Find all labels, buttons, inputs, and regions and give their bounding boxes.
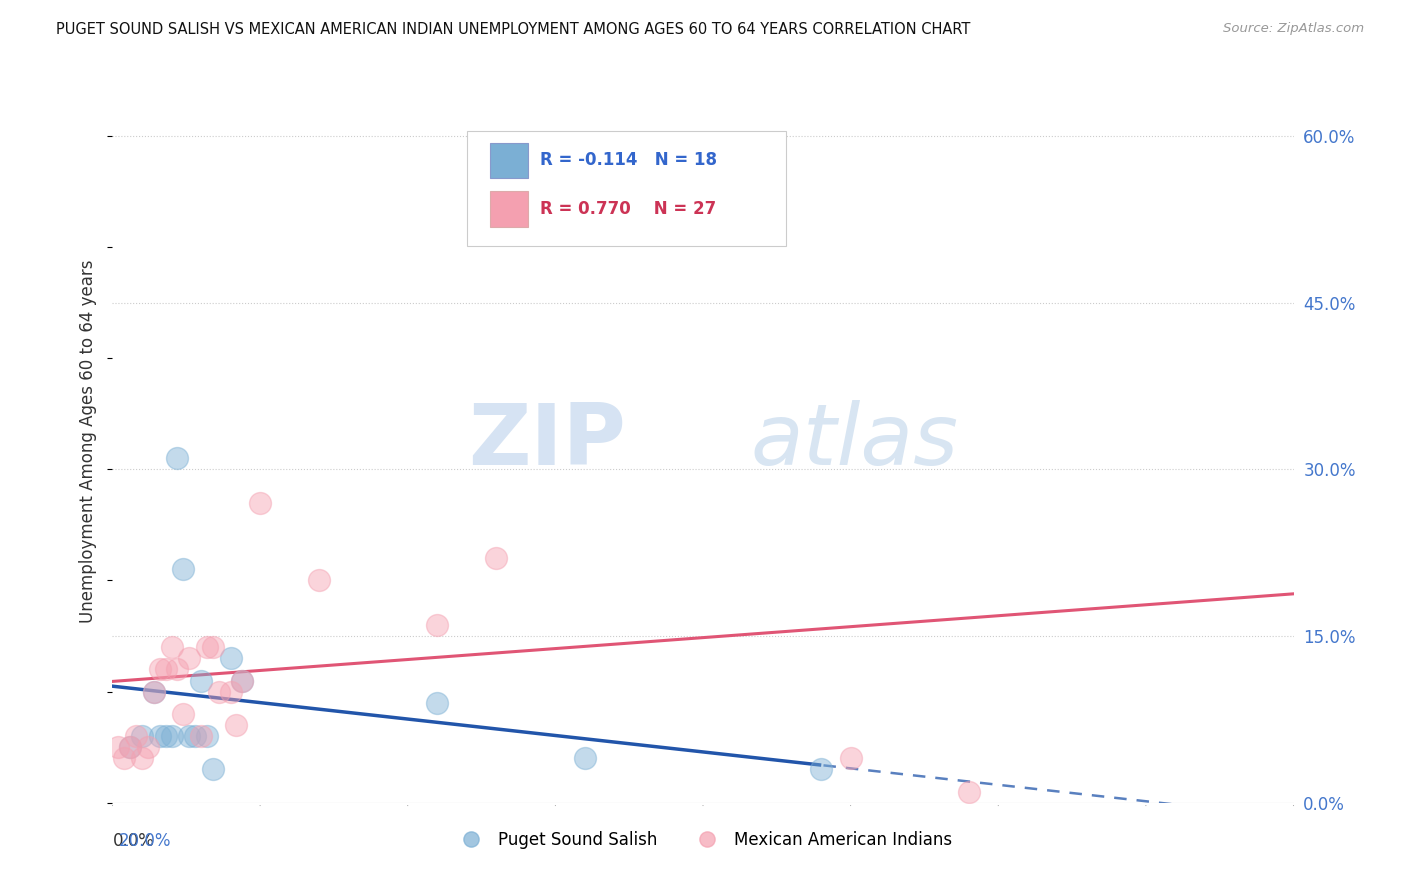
Point: [249, 496, 271, 510]
Point: [172, 562, 194, 576]
Point: [225, 718, 247, 732]
Point: [515, 218, 537, 232]
Text: atlas: atlas: [751, 400, 959, 483]
Legend: Puget Sound Salish, Mexican American Indians: Puget Sound Salish, Mexican American Ind…: [447, 824, 959, 856]
Point: [149, 729, 172, 743]
FancyBboxPatch shape: [491, 191, 529, 227]
Point: [120, 740, 142, 755]
Point: [574, 751, 596, 765]
Point: [957, 785, 980, 799]
Point: [125, 729, 148, 743]
Point: [485, 551, 508, 566]
Point: [219, 684, 242, 698]
FancyBboxPatch shape: [467, 131, 786, 246]
Y-axis label: Unemployment Among Ages 60 to 64 years: Unemployment Among Ages 60 to 64 years: [79, 260, 97, 624]
Point: [201, 640, 224, 655]
Text: R = -0.114   N = 18: R = -0.114 N = 18: [540, 152, 717, 169]
Point: [166, 662, 188, 676]
Point: [426, 618, 449, 632]
Point: [136, 740, 159, 755]
Point: [195, 729, 218, 743]
Point: [201, 763, 224, 777]
Point: [231, 673, 253, 688]
Point: [172, 706, 194, 721]
Point: [155, 662, 177, 676]
Point: [142, 684, 165, 698]
Point: [166, 451, 188, 466]
Point: [179, 651, 201, 665]
Point: [195, 640, 218, 655]
Point: [190, 729, 212, 743]
Text: Source: ZipAtlas.com: Source: ZipAtlas.com: [1223, 22, 1364, 36]
Text: R = 0.770    N = 27: R = 0.770 N = 27: [540, 200, 716, 218]
Point: [112, 751, 135, 765]
Point: [107, 740, 129, 755]
Point: [142, 684, 165, 698]
Point: [179, 729, 201, 743]
Point: [231, 673, 253, 688]
Point: [131, 729, 153, 743]
FancyBboxPatch shape: [491, 143, 529, 178]
Point: [208, 684, 231, 698]
Point: [184, 729, 207, 743]
Text: ZIP: ZIP: [468, 400, 626, 483]
Point: [190, 673, 212, 688]
Point: [155, 729, 177, 743]
Point: [149, 662, 172, 676]
Point: [308, 574, 330, 588]
Point: [160, 729, 183, 743]
Text: 20.0%: 20.0%: [120, 831, 172, 850]
Point: [810, 763, 832, 777]
Text: 0.0%: 0.0%: [112, 831, 155, 850]
Point: [120, 740, 142, 755]
Point: [426, 696, 449, 710]
Point: [131, 751, 153, 765]
Point: [839, 751, 862, 765]
Text: PUGET SOUND SALISH VS MEXICAN AMERICAN INDIAN UNEMPLOYMENT AMONG AGES 60 TO 64 Y: PUGET SOUND SALISH VS MEXICAN AMERICAN I…: [56, 22, 970, 37]
Point: [219, 651, 242, 665]
Point: [160, 640, 183, 655]
